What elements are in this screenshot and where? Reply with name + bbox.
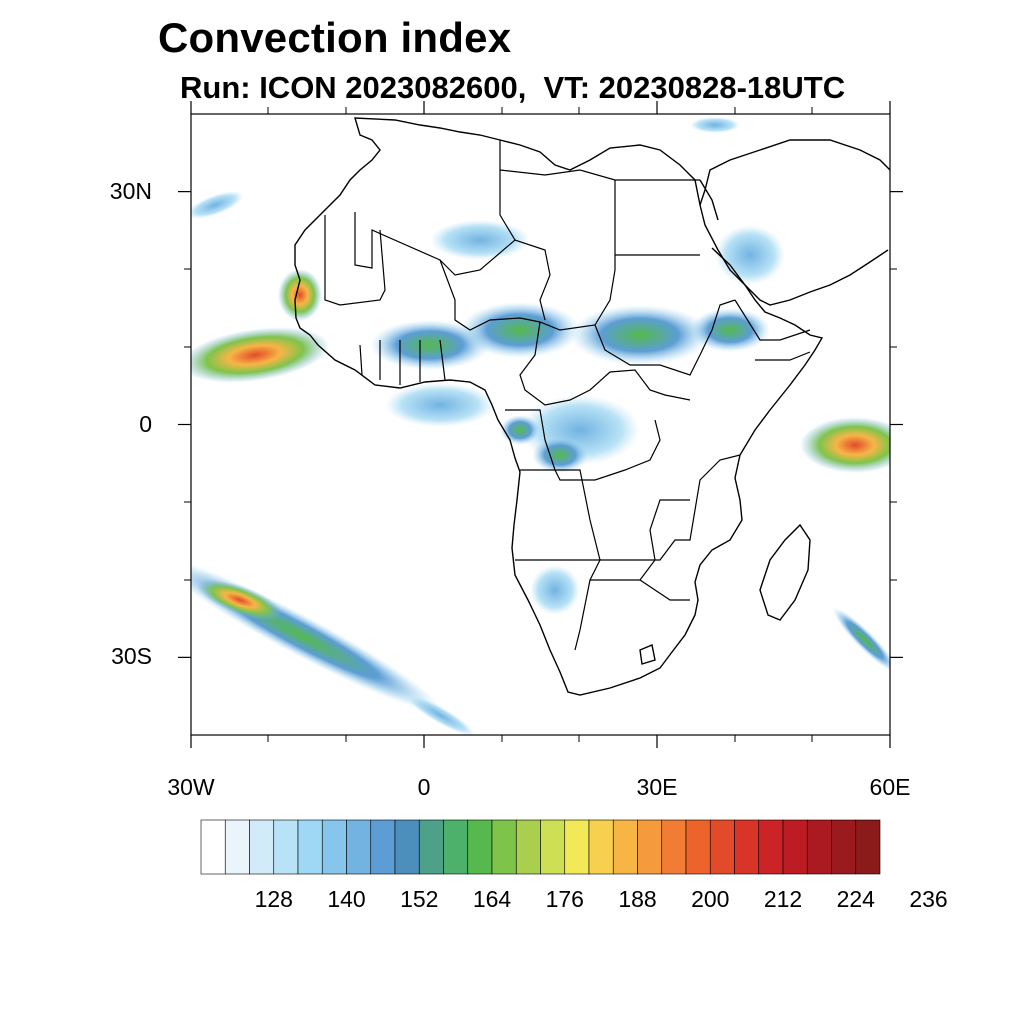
- colorbar-bin: [224, 819, 250, 875]
- colorbar-bin: [709, 819, 735, 875]
- colorbar-tick-label: 200: [691, 886, 730, 912]
- lon-tick-label: 60E: [869, 774, 911, 800]
- colorbar-bin: [394, 819, 420, 875]
- colorbar-tick-label: 188: [618, 886, 657, 912]
- major-ticks: [178, 101, 903, 748]
- colorbar-bin: [782, 819, 808, 875]
- colorbar-tick-label: 152: [400, 886, 439, 912]
- colorbar-bin: [273, 819, 299, 875]
- colorbar-bin: [661, 819, 687, 875]
- colorbar-bin: [297, 819, 323, 875]
- colorbar-bin: [588, 819, 614, 875]
- lon-tick-label: 30E: [636, 774, 678, 800]
- colorbar-bin: [734, 819, 760, 875]
- lat-tick-label: 30S: [111, 643, 152, 670]
- colorbar-tick-label: 224: [836, 886, 875, 912]
- colorbar-bin: [200, 819, 226, 875]
- colorbar-bin: [564, 819, 590, 875]
- colorbar-bin: [806, 819, 832, 875]
- lat-tick-label: 30N: [109, 177, 152, 204]
- colorbar-bin: [321, 819, 347, 875]
- colorbar-bin: [685, 819, 711, 875]
- colorbar-bin: [346, 819, 372, 875]
- colorbar-bin: [370, 819, 396, 875]
- colorbar-bin: [540, 819, 566, 875]
- chart-title: Convection index: [158, 14, 512, 61]
- colorbar-bin: [491, 819, 517, 875]
- colorbar-bin: [758, 819, 784, 875]
- lon-tick-label: 30W: [167, 774, 215, 800]
- colorbar-bin: [831, 819, 857, 875]
- colorbar-tick-label: 176: [545, 886, 584, 912]
- colorbar: [200, 819, 881, 875]
- colorbar-tick-label: 212: [763, 886, 803, 912]
- lat-tick-label: 0: [139, 410, 152, 437]
- coastlines: [294, 117, 890, 696]
- colorbar-bin: [418, 819, 444, 875]
- colorbar-bin: [249, 819, 275, 875]
- colorbar-bin: [443, 819, 469, 875]
- colorbar-bin: [612, 819, 638, 875]
- convection-field: [191, 117, 890, 735]
- minor-ticks: [184, 107, 897, 742]
- colorbar-bin: [855, 819, 881, 875]
- colorbar-tick-label: 236: [909, 886, 948, 912]
- colorbar-tick-label: 140: [327, 886, 366, 912]
- colorbar-bin: [467, 819, 493, 875]
- colorbar-tick-label: 128: [254, 886, 293, 912]
- country-borders: [324, 140, 811, 651]
- colorbar-bin: [515, 819, 541, 875]
- colorbar-bin: [637, 819, 663, 875]
- colorbar-tick-label: 164: [472, 886, 512, 912]
- lon-tick-label: 0: [417, 774, 431, 800]
- chart-subtitle: Run: ICON 2023082600, VT: 20230828-18UTC: [180, 70, 846, 105]
